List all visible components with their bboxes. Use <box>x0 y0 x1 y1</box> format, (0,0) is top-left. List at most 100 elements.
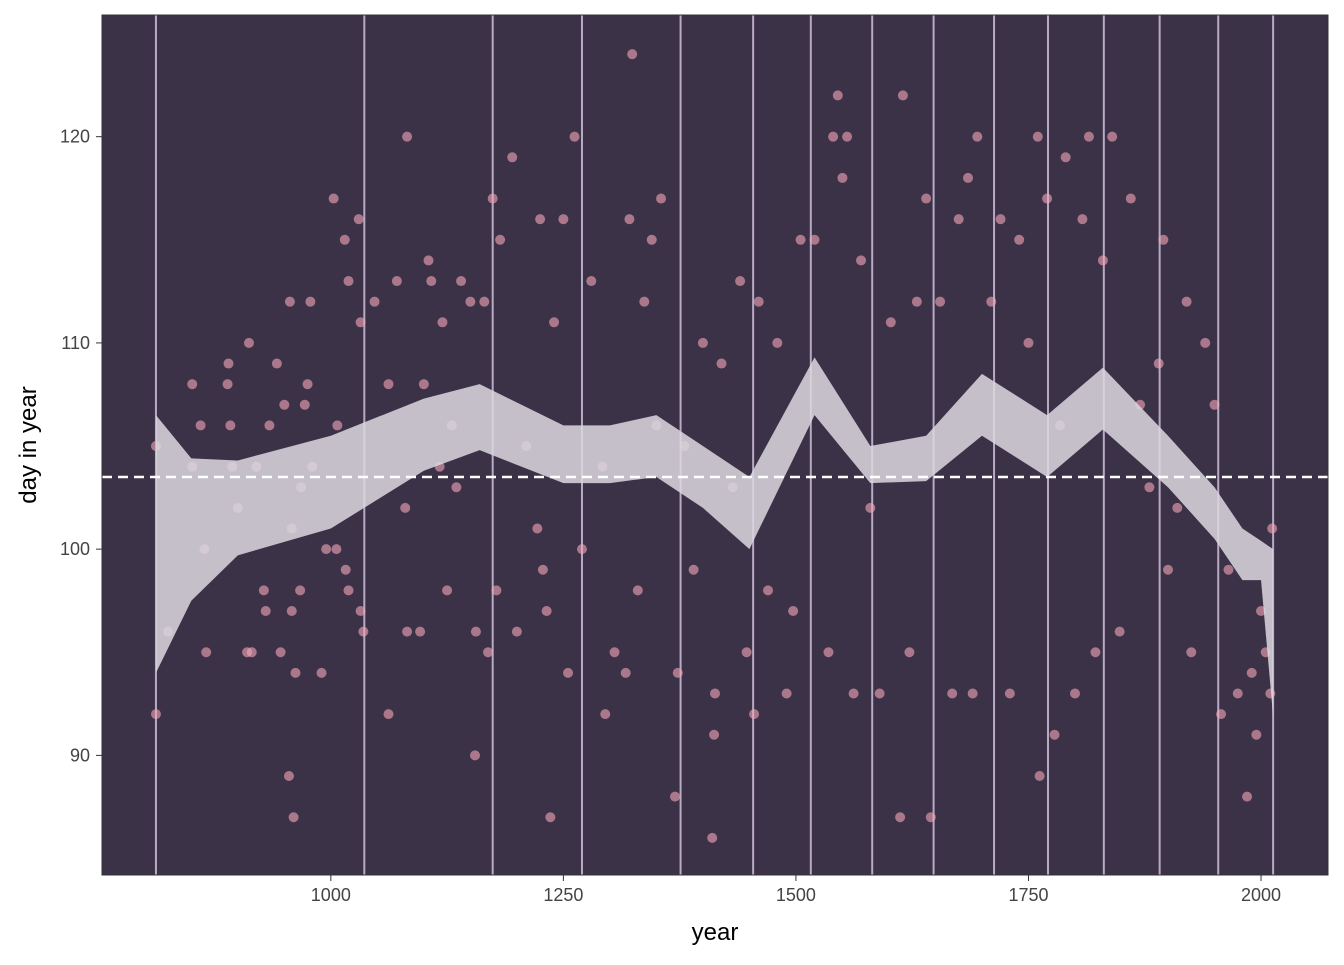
point <box>1069 688 1080 699</box>
point <box>639 296 650 307</box>
point <box>321 544 332 555</box>
point <box>749 709 760 720</box>
point <box>586 276 597 287</box>
point <box>856 255 867 266</box>
point <box>437 317 448 328</box>
point <box>535 214 546 225</box>
x-tick-label: 1250 <box>543 885 583 905</box>
point <box>495 234 506 245</box>
point <box>781 688 792 699</box>
point <box>195 420 206 431</box>
point <box>753 296 764 307</box>
point <box>225 420 236 431</box>
point <box>563 667 574 678</box>
point <box>885 317 896 328</box>
point <box>470 626 481 637</box>
point <box>620 667 631 678</box>
point <box>1163 564 1174 575</box>
point <box>150 709 161 720</box>
point <box>1097 255 1108 266</box>
point <box>316 667 327 678</box>
point <box>275 647 286 658</box>
point <box>1004 688 1015 699</box>
y-tick-label: 100 <box>60 539 90 559</box>
point <box>925 812 936 823</box>
point <box>1023 337 1034 348</box>
point <box>1232 688 1243 699</box>
point <box>921 193 932 204</box>
point <box>828 131 839 142</box>
point <box>415 626 426 637</box>
point <box>1083 131 1094 142</box>
point <box>837 172 848 183</box>
point <box>343 276 354 287</box>
point <box>295 585 306 596</box>
point <box>874 688 885 699</box>
x-tick-label: 1500 <box>776 885 816 905</box>
point <box>260 606 271 617</box>
point <box>1125 193 1136 204</box>
point <box>1049 729 1060 740</box>
point <box>288 812 299 823</box>
point <box>1246 667 1257 678</box>
point <box>479 296 490 307</box>
point <box>972 131 983 142</box>
point <box>223 358 234 369</box>
point <box>1256 606 1267 617</box>
point <box>741 647 752 658</box>
point <box>355 606 366 617</box>
point <box>1200 337 1211 348</box>
point <box>848 688 859 699</box>
point <box>1186 647 1197 658</box>
ribbon <box>155 357 1274 717</box>
point <box>823 647 834 658</box>
point <box>302 379 313 390</box>
point <box>1181 296 1192 307</box>
point <box>339 234 350 245</box>
point <box>541 606 552 617</box>
point <box>967 688 978 699</box>
point <box>353 214 364 225</box>
point <box>545 812 556 823</box>
x-tick-label: 2000 <box>1241 885 1281 905</box>
point <box>286 606 297 617</box>
point <box>995 214 1006 225</box>
point <box>299 399 310 410</box>
point <box>670 791 681 802</box>
point <box>451 482 462 493</box>
point <box>763 585 774 596</box>
point <box>1077 214 1088 225</box>
point <box>271 358 282 369</box>
y-tick-label: 90 <box>70 745 90 765</box>
y-tick-label: 110 <box>61 333 90 353</box>
point <box>1223 564 1234 575</box>
point <box>897 90 908 101</box>
point <box>646 234 657 245</box>
point <box>1209 399 1220 410</box>
point <box>963 172 974 183</box>
point <box>1014 234 1025 245</box>
point <box>487 193 498 204</box>
point <box>632 585 643 596</box>
point <box>716 358 727 369</box>
point <box>772 337 783 348</box>
point <box>672 667 683 678</box>
point <box>1060 152 1071 163</box>
x-tick-label: 1000 <box>311 885 351 905</box>
point <box>1090 647 1101 658</box>
point <box>305 296 316 307</box>
point <box>355 317 366 328</box>
point <box>470 750 481 761</box>
point <box>331 544 342 555</box>
point <box>465 296 476 307</box>
point <box>1172 502 1183 513</box>
point <box>832 90 843 101</box>
point <box>609 647 620 658</box>
panel-border <box>101 14 1329 876</box>
point <box>328 193 339 204</box>
point <box>1267 523 1278 534</box>
point <box>795 234 806 245</box>
point <box>456 276 467 287</box>
point <box>402 626 413 637</box>
point <box>222 379 233 390</box>
